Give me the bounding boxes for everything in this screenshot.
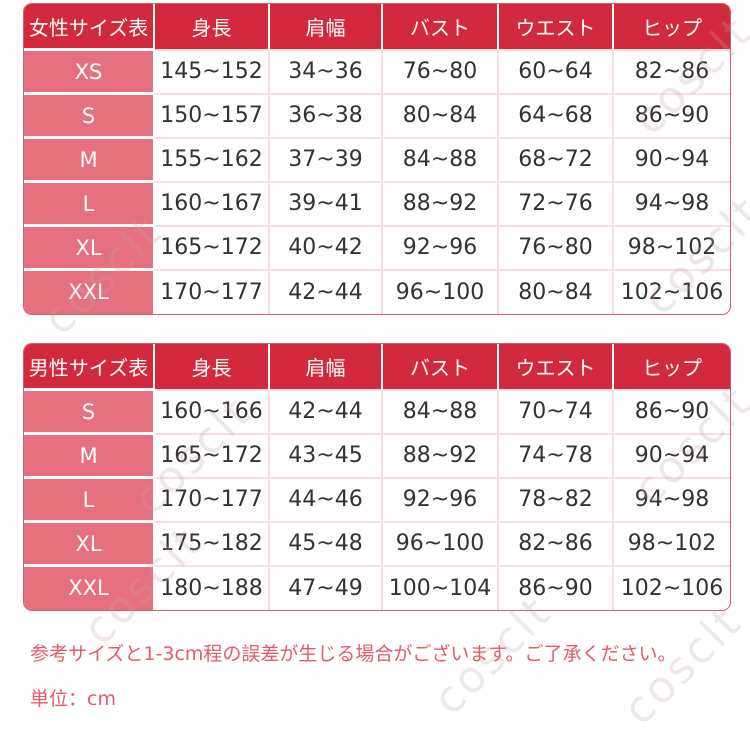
cell-hip: 94~98 (612, 180, 730, 226)
table-title: 男性サイズ表 (24, 344, 154, 390)
size-label: XL (24, 224, 154, 270)
column-header-waist: ウエスト (497, 4, 613, 50)
cell-height: 150~157 (153, 92, 269, 138)
women-size-table: 女性サイズ表 身長 肩幅 バスト ウエスト ヒップ XS 145~152 34~… (23, 3, 731, 315)
column-header-height: 身長 (153, 344, 269, 390)
men-size-table-grid: 男性サイズ表 身長 肩幅 バスト ウエスト ヒップ S 160~166 42~4… (24, 344, 730, 610)
cell-waist: 78~82 (497, 476, 613, 522)
cell-height: 170~177 (153, 476, 269, 522)
table-title: 女性サイズ表 (24, 4, 154, 50)
cell-height: 175~182 (153, 520, 269, 566)
cell-waist: 76~80 (497, 224, 613, 270)
women-size-table-grid: 女性サイズ表 身長 肩幅 バスト ウエスト ヒップ XS 145~152 34~… (24, 4, 730, 314)
table-row: L 170~177 44~46 92~96 78~82 94~98 (24, 476, 730, 522)
cell-hip: 102~106 (612, 564, 730, 610)
cell-hip: 86~90 (612, 388, 730, 434)
table-row: XL 175~182 45~48 96~100 82~86 98~102 (24, 520, 730, 566)
column-header-shoulder: 肩幅 (268, 344, 382, 390)
table-row: S 150~157 36~38 80~84 64~68 86~90 (24, 92, 730, 138)
cell-bust: 84~88 (381, 136, 498, 182)
cell-hip: 82~86 (612, 48, 730, 94)
cell-waist: 82~86 (497, 520, 613, 566)
cell-shoulder: 45~48 (268, 520, 382, 566)
cell-height: 170~177 (153, 268, 269, 314)
cell-waist: 74~78 (497, 432, 613, 478)
cell-shoulder: 34~36 (268, 48, 382, 94)
cell-waist: 60~64 (497, 48, 613, 94)
cell-bust: 80~84 (381, 92, 498, 138)
cell-height: 145~152 (153, 48, 269, 94)
cell-shoulder: 44~46 (268, 476, 382, 522)
size-label: L (24, 180, 154, 226)
cell-height: 160~167 (153, 180, 269, 226)
column-header-hip: ヒップ (612, 4, 730, 50)
cell-hip: 98~102 (612, 520, 730, 566)
cell-height: 180~188 (153, 564, 269, 610)
table-row: M 155~162 37~39 84~88 68~72 90~94 (24, 136, 730, 182)
cell-height: 160~166 (153, 388, 269, 434)
unit-note: 単位：cm (30, 688, 116, 710)
table-row: L 160~167 39~41 88~92 72~76 94~98 (24, 180, 730, 226)
cell-shoulder: 47~49 (268, 564, 382, 610)
cell-bust: 96~100 (381, 268, 498, 314)
size-label: XXL (24, 268, 154, 314)
cell-waist: 80~84 (497, 268, 613, 314)
table-row: XL 165~172 40~42 92~96 76~80 98~102 (24, 224, 730, 270)
cell-waist: 70~74 (497, 388, 613, 434)
column-header-waist: ウエスト (497, 344, 613, 390)
size-label: XS (24, 48, 154, 94)
cell-bust: 100~104 (381, 564, 498, 610)
size-label: S (24, 388, 154, 434)
cell-waist: 86~90 (497, 564, 613, 610)
table-row: XS 145~152 34~36 76~80 60~64 82~86 (24, 48, 730, 94)
cell-bust: 92~96 (381, 224, 498, 270)
cell-shoulder: 37~39 (268, 136, 382, 182)
size-label: S (24, 92, 154, 138)
size-label: XXL (24, 564, 154, 610)
cell-shoulder: 42~44 (268, 388, 382, 434)
cell-hip: 90~94 (612, 136, 730, 182)
header-row: 男性サイズ表 身長 肩幅 バスト ウエスト ヒップ (24, 344, 730, 390)
cell-bust: 84~88 (381, 388, 498, 434)
cell-hip: 86~90 (612, 92, 730, 138)
tolerance-note: 参考サイズと1-3cm程の誤差が生じる場合がございます。ご了承ください。 (30, 643, 677, 665)
cell-shoulder: 36~38 (268, 92, 382, 138)
cell-hip: 94~98 (612, 476, 730, 522)
table-row: S 160~166 42~44 84~88 70~74 86~90 (24, 388, 730, 434)
column-header-hip: ヒップ (612, 344, 730, 390)
cell-shoulder: 43~45 (268, 432, 382, 478)
cell-bust: 96~100 (381, 520, 498, 566)
size-label: M (24, 432, 154, 478)
cell-bust: 76~80 (381, 48, 498, 94)
table-row: M 165~172 43~45 88~92 74~78 90~94 (24, 432, 730, 478)
cell-shoulder: 39~41 (268, 180, 382, 226)
cell-waist: 68~72 (497, 136, 613, 182)
column-header-bust: バスト (381, 344, 498, 390)
men-size-table: 男性サイズ表 身長 肩幅 バスト ウエスト ヒップ S 160~166 42~4… (23, 343, 731, 611)
column-header-bust: バスト (381, 4, 498, 50)
cell-hip: 90~94 (612, 432, 730, 478)
cell-shoulder: 40~42 (268, 224, 382, 270)
table-row: XXL 180~188 47~49 100~104 86~90 102~106 (24, 564, 730, 610)
cell-height: 155~162 (153, 136, 269, 182)
header-row: 女性サイズ表 身長 肩幅 バスト ウエスト ヒップ (24, 4, 730, 50)
cell-bust: 88~92 (381, 432, 498, 478)
table-row: XXL 170~177 42~44 96~100 80~84 102~106 (24, 268, 730, 314)
size-label: L (24, 476, 154, 522)
size-label: M (24, 136, 154, 182)
size-label: XL (24, 520, 154, 566)
column-header-height: 身長 (153, 4, 269, 50)
footer-notes: 参考サイズと1-3cm程の誤差が生じる場合がございます。ご了承ください。 単位：… (30, 632, 677, 722)
cell-hip: 102~106 (612, 268, 730, 314)
cell-waist: 72~76 (497, 180, 613, 226)
cell-bust: 88~92 (381, 180, 498, 226)
cell-waist: 64~68 (497, 92, 613, 138)
column-header-shoulder: 肩幅 (268, 4, 382, 50)
cell-height: 165~172 (153, 224, 269, 270)
cell-bust: 92~96 (381, 476, 498, 522)
cell-hip: 98~102 (612, 224, 730, 270)
cell-height: 165~172 (153, 432, 269, 478)
cell-shoulder: 42~44 (268, 268, 382, 314)
